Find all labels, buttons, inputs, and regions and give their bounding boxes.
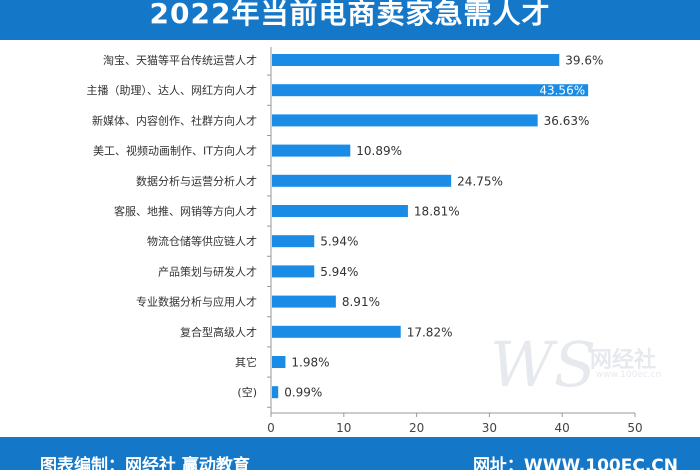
x-tick-label: 10 <box>336 421 351 435</box>
bar <box>272 205 408 217</box>
data-label: 24.75% <box>457 174 503 188</box>
data-label: 0.99% <box>284 386 322 400</box>
bar <box>272 54 560 66</box>
bar <box>272 144 351 157</box>
bar <box>272 325 401 338</box>
header-band: 2022年当前电商卖家急需人才 <box>0 0 700 40</box>
category-label: 数据分析与运营分析人才 <box>136 174 257 188</box>
x-tick-label: 40 <box>555 421 570 435</box>
data-label: 18.81% <box>414 205 460 219</box>
x-tick-label: 0 <box>267 421 275 435</box>
category-label: 美工、视频动画制作、IT方向人才 <box>93 144 257 158</box>
data-label: 39.6% <box>565 54 603 68</box>
category-label: 主播（助理）、达人、网红方向人才 <box>87 83 258 97</box>
bar <box>272 114 538 127</box>
x-tick-label: 50 <box>627 421 642 435</box>
category-label: 复合型高级人才 <box>180 325 257 339</box>
category-label: (空) <box>237 385 257 399</box>
data-label: 10.89% <box>356 144 402 158</box>
data-label: 5.94% <box>320 265 358 279</box>
category-label: 产品策划与研发人才 <box>158 264 257 278</box>
bar <box>272 356 286 368</box>
bar <box>272 295 336 308</box>
footer-website: 网址：WWW.100EC.CN <box>472 456 678 470</box>
category-label: 其它 <box>235 355 257 369</box>
data-label: 36.63% <box>544 114 590 128</box>
data-label: 1.98% <box>291 356 329 370</box>
category-label: 物流仓储等供应链人才 <box>147 234 257 248</box>
data-label: 8.91% <box>342 295 380 309</box>
bar <box>272 265 315 278</box>
category-label: 淘宝、天猫等平台传统运营人才 <box>103 53 257 67</box>
bar <box>272 235 315 248</box>
bar <box>272 386 279 399</box>
category-label: 新媒体、内容创作、社群方向人才 <box>92 113 257 127</box>
bar <box>272 84 589 97</box>
data-label: 43.56% <box>539 84 585 98</box>
x-tick-label: 30 <box>482 421 497 435</box>
bar-chart: 淘宝、天猫等平台传统运营人才 39.6% 主播（助理）、达人、网红方向人才 43.56… <box>87 47 643 435</box>
category-label: 客服、地推、网销等方向人才 <box>114 204 257 218</box>
footer-source: 图表编制：网经社 赢动教育 <box>40 456 250 470</box>
chart-title: 2022年当前电商卖家急需人才 <box>149 0 551 30</box>
x-tick-label: 20 <box>409 421 424 435</box>
bar <box>272 174 452 187</box>
data-label: 17.82% <box>407 325 453 339</box>
category-label: 专业数据分析与应用人才 <box>136 295 257 309</box>
footer-band: 图表编制：网经社 赢动教育 网址：WWW.100EC.CN <box>0 437 700 470</box>
data-label: 5.94% <box>320 235 358 249</box>
